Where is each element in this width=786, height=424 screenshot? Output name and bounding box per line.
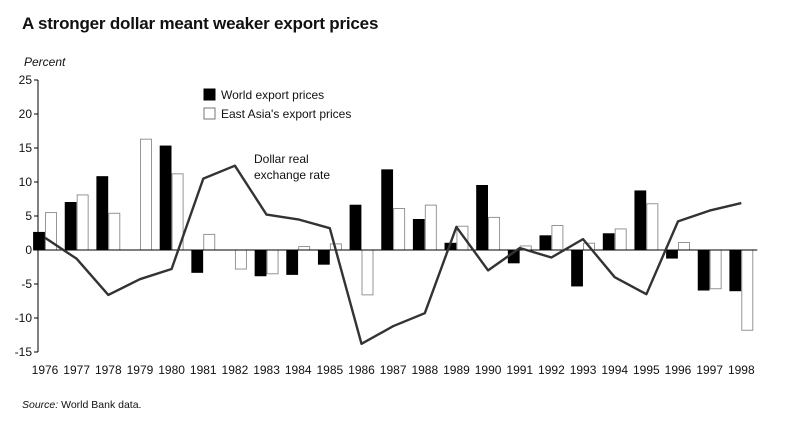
- bar-world-export-prices: [317, 249, 330, 265]
- bar-east-asia-export-prices: [203, 233, 216, 251]
- bar-east-asia-export-prices: [424, 204, 437, 251]
- y-tick-label: 20: [19, 107, 33, 121]
- legend-swatch-east-asia: [203, 107, 216, 120]
- bar-east-asia-export-prices: [361, 249, 374, 296]
- x-tick-label: 1980: [158, 363, 185, 377]
- line-annotation: Dollar real exchange rate: [254, 152, 330, 182]
- bar-world-export-prices: [412, 218, 425, 251]
- line-annotation-line-2: exchange rate: [254, 168, 330, 182]
- bar-world-export-prices: [64, 201, 77, 251]
- bar-world-export-prices: [96, 176, 109, 251]
- x-tick-label: 1991: [506, 363, 533, 377]
- bar-east-asia-export-prices: [139, 138, 152, 251]
- bar-world-export-prices: [254, 249, 267, 277]
- x-tick-label: 1998: [728, 363, 755, 377]
- y-tick-label: -5: [21, 277, 32, 291]
- bar-world-export-prices: [349, 204, 362, 251]
- bar-east-asia-export-prices: [646, 203, 659, 251]
- x-tick-label: 1993: [570, 363, 597, 377]
- legend-label-world: World export prices: [221, 88, 324, 102]
- bar-world-export-prices: [191, 249, 204, 273]
- bar-east-asia-export-prices: [551, 225, 564, 251]
- bar-east-asia-export-prices: [76, 194, 89, 251]
- x-tick-label: 1997: [696, 363, 723, 377]
- x-tick-label: 1986: [348, 363, 375, 377]
- bar-east-asia-export-prices: [614, 228, 627, 251]
- x-tick-label: 1978: [95, 363, 122, 377]
- x-tick-label: 1983: [253, 363, 280, 377]
- bar-world-export-prices: [286, 249, 299, 275]
- x-tick-label: 1989: [443, 363, 470, 377]
- bar-east-asia-export-prices: [108, 212, 121, 251]
- x-tick-label: 1985: [316, 363, 343, 377]
- x-tick-label: 1982: [222, 363, 249, 377]
- y-tick-label: 15: [19, 141, 33, 155]
- dollar-exchange-rate-line: [44, 164, 742, 345]
- x-tick-label: 1977: [63, 363, 90, 377]
- legend-swatch-world: [203, 88, 216, 101]
- bar-east-asia-export-prices: [266, 249, 279, 275]
- y-axis-ticks: 25 20 15 10 5 0 -5 -10 -15: [15, 73, 38, 359]
- y-tick-label: -15: [15, 345, 33, 359]
- y-axis-unit-label: Percent: [24, 55, 66, 69]
- bar-east-asia-export-prices: [488, 216, 501, 251]
- x-tick-label: 1988: [411, 363, 438, 377]
- x-tick-label: 1992: [538, 363, 565, 377]
- bar-world-export-prices: [571, 249, 583, 287]
- source-text: World Bank data.: [61, 399, 142, 411]
- bar-world-export-prices: [381, 169, 394, 251]
- x-tick-label: 1987: [380, 363, 407, 377]
- bar-east-asia-export-prices: [709, 249, 722, 290]
- bar-world-export-prices: [729, 249, 742, 292]
- bar-east-asia-export-prices: [393, 208, 406, 251]
- legend: World export prices East Asia's export p…: [203, 88, 351, 121]
- bar-world-export-prices: [159, 145, 172, 251]
- bar-world-export-prices: [539, 235, 552, 251]
- x-tick-label: 1996: [665, 363, 692, 377]
- x-tick-label: 1990: [475, 363, 502, 377]
- bar-east-asia-export-prices: [234, 249, 247, 270]
- bar-world-export-prices: [697, 249, 710, 291]
- legend-label-east-asia: East Asia's export prices: [221, 107, 351, 121]
- x-tick-label: 1981: [190, 363, 217, 377]
- bar-east-asia-export-prices: [298, 246, 311, 251]
- chart-title: A stronger dollar meant weaker export pr…: [22, 14, 379, 33]
- bar-world-export-prices: [602, 233, 615, 251]
- x-tick-label: 1995: [633, 363, 660, 377]
- x-tick-label: 1994: [601, 363, 628, 377]
- bar-world-export-prices: [634, 190, 647, 251]
- y-tick-label: 5: [25, 209, 32, 223]
- x-axis-ticks: 1976 1977 1978 1979 1980 1981 1982 1983 1984 1985…: [32, 363, 755, 377]
- x-tick-label: 1976: [32, 363, 59, 377]
- source-label: Source:: [22, 399, 59, 411]
- x-tick-label: 1979: [127, 363, 154, 377]
- bars-layer: [33, 138, 754, 331]
- line-annotation-line-1: Dollar real: [254, 152, 309, 166]
- source-note: Source: World Bank data.: [22, 399, 141, 411]
- y-tick-label: 0: [25, 243, 32, 257]
- x-tick-label: 1984: [285, 363, 312, 377]
- bar-east-asia-export-prices: [678, 242, 690, 251]
- bar-east-asia-export-prices: [741, 249, 754, 331]
- bar-world-export-prices: [666, 249, 678, 259]
- y-tick-label: -10: [15, 311, 33, 325]
- y-tick-label: 10: [19, 175, 33, 189]
- bar-world-export-prices: [33, 231, 45, 251]
- y-tick-label: 25: [19, 73, 33, 87]
- bar-world-export-prices: [476, 184, 489, 251]
